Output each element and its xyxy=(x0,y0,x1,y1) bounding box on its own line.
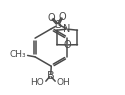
Text: N: N xyxy=(64,24,71,34)
Text: O: O xyxy=(63,40,71,50)
Text: OH: OH xyxy=(57,78,71,87)
Text: O: O xyxy=(48,13,55,23)
Text: B: B xyxy=(46,71,54,81)
Text: O: O xyxy=(59,12,66,22)
Text: S: S xyxy=(54,20,61,30)
Text: HO: HO xyxy=(30,78,44,87)
Text: CH₃: CH₃ xyxy=(10,50,26,59)
